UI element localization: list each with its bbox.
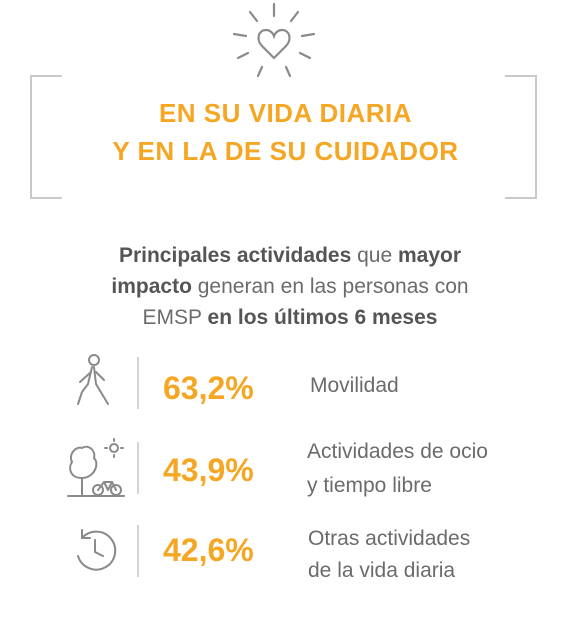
leisure-tree-bike-icon bbox=[64, 438, 126, 498]
stat-label-line1: Otras actividades bbox=[308, 523, 470, 554]
intro-text: Principales actividades que mayor impacto… bbox=[95, 240, 485, 333]
intro-bold-4: impacto bbox=[111, 275, 192, 298]
stat-label-line1: Actividades de ocio bbox=[307, 436, 488, 467]
stat-value: 42,6% bbox=[163, 532, 254, 569]
clock-icon bbox=[70, 526, 120, 576]
stat-label-line1: Movilidad bbox=[310, 370, 399, 401]
stat-label-line2: y tiempo libre bbox=[307, 470, 432, 501]
stat-value: 63,2% bbox=[163, 370, 254, 407]
intro-bold-1: Principales actividades bbox=[119, 244, 351, 267]
stat-label-line2: de la vida diaria bbox=[308, 555, 455, 586]
headline-line-2: Y EN LA DE SU CUIDADOR bbox=[0, 136, 571, 167]
stat-value: 43,9% bbox=[163, 452, 254, 489]
headline-line-1: EN SU VIDA DIARIA bbox=[0, 98, 571, 129]
intro-bold-3: mayor bbox=[398, 244, 461, 267]
intro-text-2: que bbox=[351, 244, 398, 267]
walking-person-icon bbox=[72, 352, 116, 410]
row-divider bbox=[137, 357, 139, 409]
row-divider bbox=[137, 442, 139, 494]
intro-bold-6: en los últimos 6 meses bbox=[208, 306, 438, 329]
heart-rays-icon bbox=[226, 0, 322, 88]
row-divider bbox=[137, 525, 139, 577]
